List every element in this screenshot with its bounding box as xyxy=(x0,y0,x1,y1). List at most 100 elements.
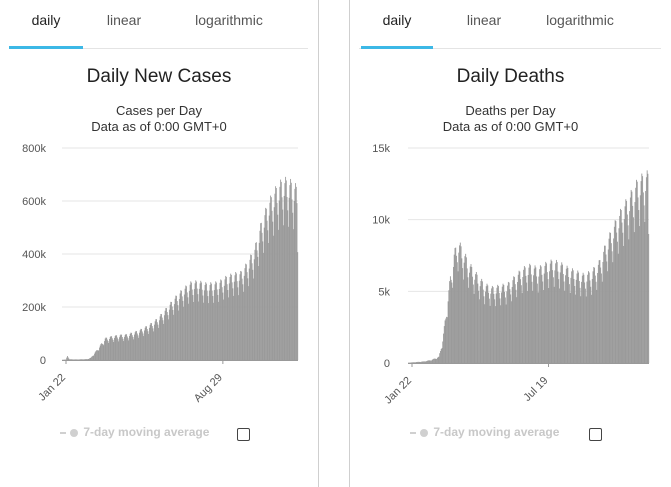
bar xyxy=(597,264,599,363)
chart-subtitle-line2: Data as of 0:00 GMT+0 xyxy=(91,119,227,134)
tab-daily[interactable]: daily xyxy=(361,12,433,49)
bar xyxy=(97,350,99,360)
bar xyxy=(590,286,592,363)
bar xyxy=(134,332,136,360)
bar xyxy=(103,345,105,360)
bar xyxy=(491,288,493,363)
bar xyxy=(622,232,624,363)
chart-subtitle: Cases per Day Data as of 0:00 GMT+0 xyxy=(0,103,318,135)
tab-logarithmic[interactable]: logarithmic xyxy=(195,12,263,28)
bar xyxy=(581,275,583,363)
bar xyxy=(233,295,234,360)
bar xyxy=(197,294,199,360)
bar xyxy=(282,209,284,360)
bar xyxy=(296,203,298,360)
tab-linear[interactable]: linear xyxy=(466,12,502,28)
legend-line-icon xyxy=(410,431,416,434)
bar xyxy=(249,259,251,360)
bar xyxy=(79,359,80,360)
bar xyxy=(137,335,139,360)
bar xyxy=(599,260,601,363)
bar xyxy=(633,232,635,363)
bar xyxy=(632,217,634,363)
tab-logarithmic[interactable]: logarithmic xyxy=(546,12,614,28)
bar xyxy=(165,308,167,360)
bar xyxy=(546,263,547,363)
bar xyxy=(636,179,637,363)
bar xyxy=(480,280,482,363)
bar xyxy=(578,281,580,363)
bar xyxy=(459,245,461,363)
bar xyxy=(499,298,501,363)
bar xyxy=(245,264,247,360)
bar xyxy=(637,197,639,363)
bar xyxy=(181,296,183,360)
bar xyxy=(203,290,205,360)
bar xyxy=(549,271,550,363)
bar xyxy=(483,296,485,363)
bar xyxy=(455,247,457,363)
moving-average-checkbox[interactable] xyxy=(237,428,250,441)
bar xyxy=(523,266,525,363)
bar xyxy=(273,235,274,360)
bar xyxy=(164,310,166,360)
bar xyxy=(173,304,175,360)
bar xyxy=(421,361,423,363)
bar xyxy=(170,301,172,360)
bar xyxy=(231,282,233,360)
bar xyxy=(507,281,509,363)
bar xyxy=(623,219,625,363)
bar xyxy=(486,283,488,363)
bar xyxy=(509,289,511,363)
bar xyxy=(70,359,72,360)
bar xyxy=(200,280,202,360)
tab-linear[interactable]: linear xyxy=(106,12,142,28)
legend-moving-average[interactable]: 7-day moving average xyxy=(60,425,209,439)
bar xyxy=(263,227,265,360)
bar xyxy=(510,294,512,363)
bar xyxy=(424,361,425,363)
bar xyxy=(102,344,104,360)
bar xyxy=(208,303,210,360)
bar xyxy=(216,289,218,360)
bar xyxy=(497,286,499,363)
bar xyxy=(268,215,270,360)
bar xyxy=(99,347,100,360)
legend-moving-average[interactable]: 7-day moving average xyxy=(410,425,559,439)
bar xyxy=(413,362,415,363)
bar xyxy=(72,359,74,360)
bar xyxy=(433,358,435,363)
bar xyxy=(131,335,133,360)
bar xyxy=(584,288,586,363)
bar xyxy=(122,338,124,360)
bar xyxy=(513,276,515,363)
bar xyxy=(142,333,144,360)
bar xyxy=(496,287,498,363)
bar xyxy=(569,292,571,363)
bar xyxy=(235,273,237,360)
chart-subtitle-line1: Deaths per Day xyxy=(465,103,556,118)
moving-average-checkbox[interactable] xyxy=(589,428,602,441)
bar xyxy=(183,306,185,360)
bar xyxy=(132,337,134,360)
bar xyxy=(520,279,522,363)
bar xyxy=(607,271,608,363)
bar xyxy=(471,266,473,363)
bar xyxy=(110,336,112,360)
bar xyxy=(441,347,443,363)
bar xyxy=(158,320,160,360)
bar xyxy=(117,339,119,360)
bar xyxy=(234,275,236,360)
bar xyxy=(613,226,615,363)
bar xyxy=(552,277,554,363)
bar xyxy=(174,298,176,360)
bar xyxy=(584,282,586,363)
bar xyxy=(428,360,430,363)
bar xyxy=(552,270,554,363)
bar xyxy=(206,283,207,360)
bar xyxy=(464,256,466,363)
bar xyxy=(579,287,581,363)
tab-daily[interactable]: daily xyxy=(9,12,83,49)
bar xyxy=(603,251,605,363)
bar xyxy=(630,189,632,363)
